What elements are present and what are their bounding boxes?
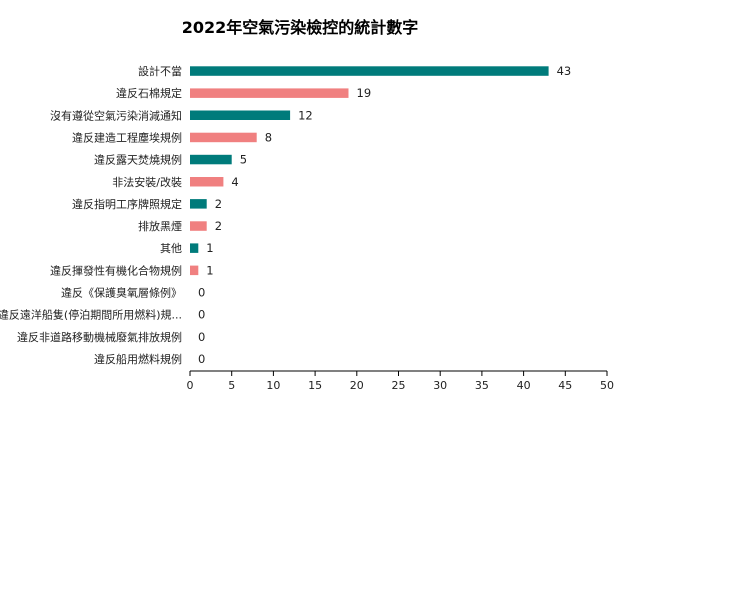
category-label: 沒有遵從空氣污染消減通知 — [50, 108, 182, 122]
category-label: 違反建造工程塵埃規例 — [72, 130, 182, 144]
category-label: 違反《保護臭氧層條例》 — [61, 286, 182, 300]
bar — [190, 110, 291, 120]
data-label: 2 — [215, 197, 222, 211]
category-label: 違反揮發性有機化合物規例 — [50, 263, 182, 277]
category-label: 違反石棉規定 — [116, 86, 182, 100]
category-label: 違反露天焚燒規例 — [94, 153, 182, 167]
x-tick-label: 40 — [517, 379, 531, 392]
data-label: 1 — [206, 263, 213, 277]
bar — [190, 177, 224, 187]
x-tick-label: 50 — [600, 379, 614, 392]
x-tick-label: 30 — [433, 379, 447, 392]
x-tick-label: 35 — [475, 379, 489, 392]
category-labels: 設計不當違反石棉規定沒有遵從空氣污染消減通知違反建造工程塵埃規例違反露天焚燒規例… — [0, 64, 182, 366]
bars-group — [190, 66, 549, 276]
category-label: 違反船用燃料規例 — [94, 352, 182, 366]
data-label: 2 — [215, 219, 222, 233]
x-tick-label: 45 — [558, 379, 572, 392]
data-label: 0 — [198, 330, 205, 344]
bar — [190, 88, 349, 98]
x-tick-label: 25 — [392, 379, 406, 392]
category-label: 排放黑煙 — [138, 219, 182, 233]
x-tick-label: 10 — [266, 379, 280, 392]
data-label: 19 — [357, 86, 372, 100]
data-label: 4 — [231, 175, 238, 189]
x-tick-label: 5 — [228, 379, 235, 392]
data-label: 12 — [298, 108, 313, 122]
bar — [190, 265, 199, 276]
data-label: 0 — [198, 308, 205, 322]
category-label: 非法安裝/改裝 — [112, 175, 182, 189]
category-label: 設計不當 — [138, 64, 182, 78]
x-tick-label: 0 — [187, 379, 194, 392]
data-label: 1 — [206, 241, 213, 255]
chart-title: 2022年空氣污染檢控的統計數字 — [181, 18, 419, 37]
data-label: 0 — [198, 286, 205, 300]
data-label: 5 — [240, 153, 247, 167]
x-tick-label: 15 — [308, 379, 322, 392]
x-tick-label: 20 — [350, 379, 364, 392]
data-label: 0 — [198, 352, 205, 366]
category-label: 違反指明工序牌照規定 — [72, 197, 182, 211]
bar — [190, 154, 232, 165]
bar — [190, 199, 207, 209]
category-label: 其他 — [160, 242, 182, 255]
data-label: 8 — [265, 130, 272, 144]
bar — [190, 221, 207, 231]
category-label: 違反遠洋船隻(停泊期間所用燃料)規... — [0, 308, 182, 322]
data-label: 43 — [557, 64, 572, 78]
bar — [190, 132, 257, 143]
bar — [190, 243, 199, 253]
x-axis: 0 5 10 15 20 25 30 35 40 45 50 — [187, 370, 614, 392]
category-label: 違反非道路移動機械廢氣排放規例 — [17, 330, 182, 344]
bar — [190, 66, 549, 76]
